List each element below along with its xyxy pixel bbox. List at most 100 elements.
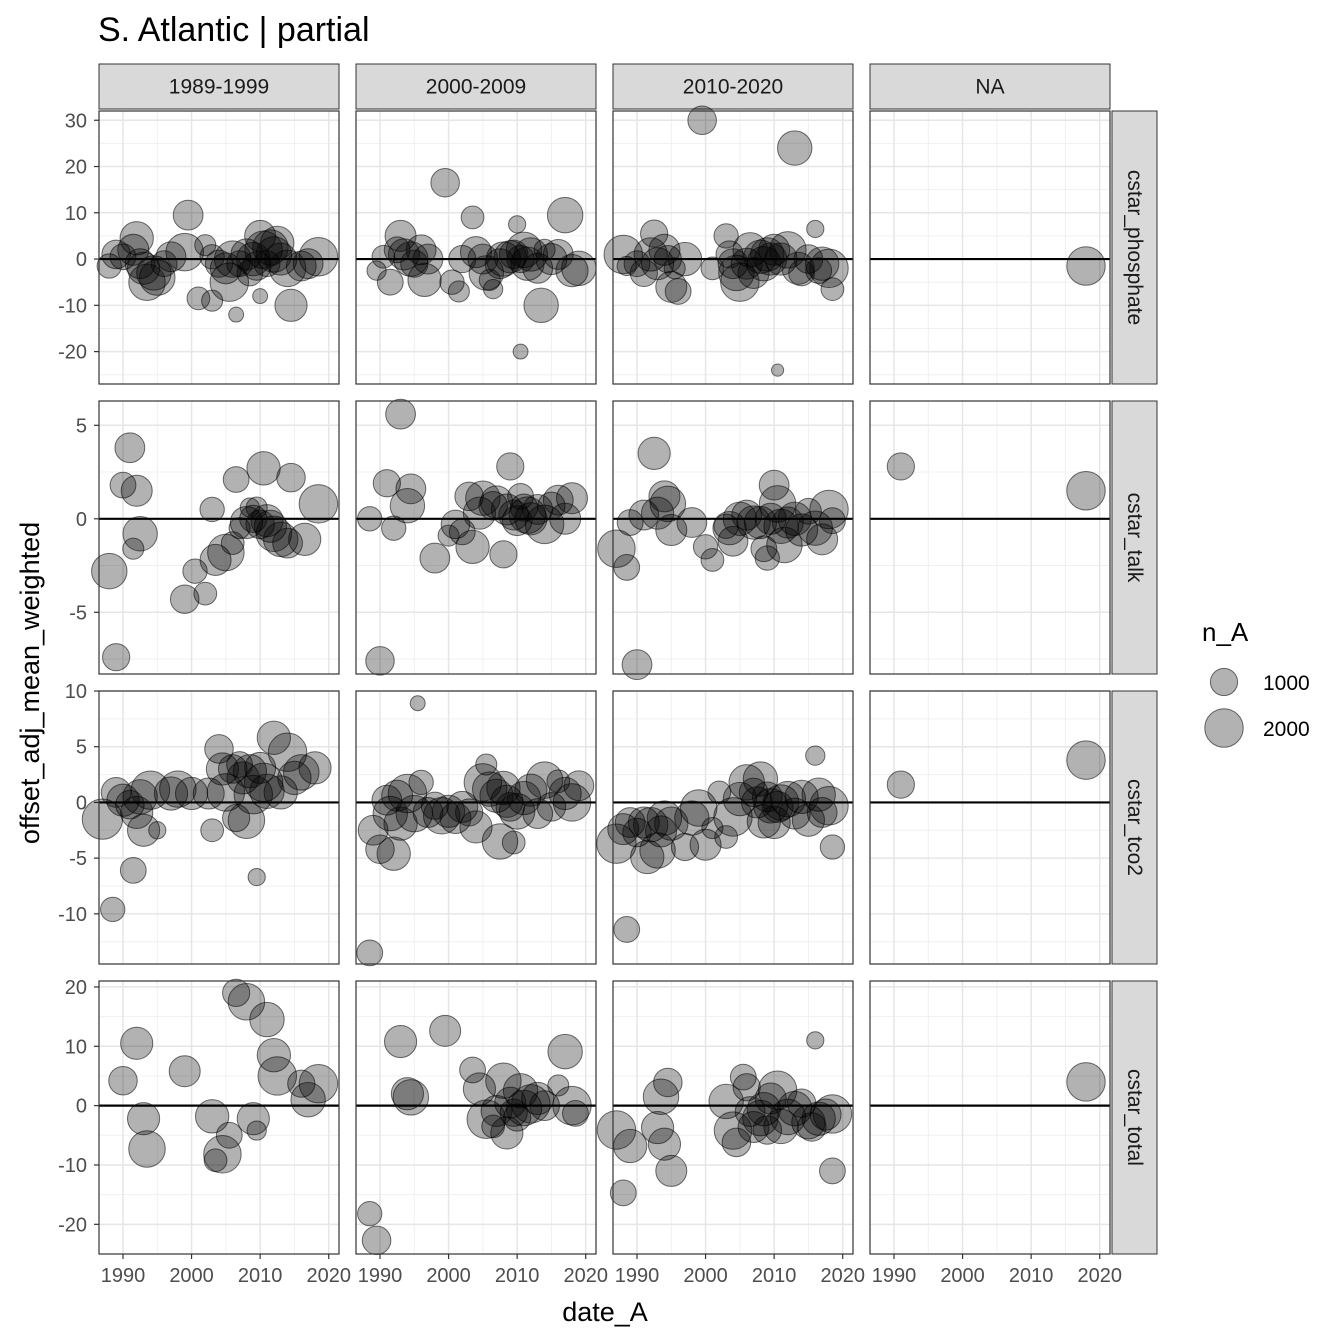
data-point — [806, 523, 839, 556]
data-point — [412, 243, 444, 275]
data-point — [628, 499, 660, 531]
data-point — [561, 250, 597, 287]
panel-background — [613, 401, 853, 674]
y-tick-label: 20 — [65, 977, 87, 999]
data-point — [365, 646, 395, 676]
data-point — [552, 783, 592, 822]
column-strip — [355, 63, 597, 110]
data-point — [409, 695, 426, 712]
data-point — [390, 1077, 425, 1111]
data-point — [250, 504, 284, 538]
panel-border — [355, 980, 597, 1255]
panel-background — [99, 981, 339, 1254]
data-point — [1066, 246, 1106, 286]
data-point — [809, 1098, 842, 1131]
data-point — [1066, 740, 1106, 780]
data-point — [467, 243, 499, 275]
data-point — [122, 537, 145, 560]
data-point — [612, 1128, 648, 1164]
data-point — [288, 522, 322, 556]
column-strip — [869, 63, 1111, 110]
panel-background — [99, 401, 339, 674]
data-point — [440, 509, 471, 540]
y-tick-label: 10 — [65, 203, 87, 225]
data-point — [498, 499, 530, 531]
panel-border — [98, 110, 340, 385]
data-point — [736, 505, 771, 540]
x-tick-label: 2010 — [752, 1265, 797, 1287]
data-point — [459, 810, 493, 844]
data-point — [459, 1056, 486, 1084]
data-point — [246, 1120, 267, 1141]
data-point — [128, 263, 166, 301]
data-point — [264, 242, 298, 276]
data-point — [429, 1014, 462, 1047]
data-point — [454, 481, 484, 512]
data-point — [153, 776, 189, 811]
data-point — [126, 1102, 161, 1136]
data-point — [804, 246, 840, 281]
panel-border — [869, 690, 1111, 965]
data-point — [252, 288, 269, 305]
data-point — [644, 815, 678, 848]
data-point — [886, 452, 915, 481]
data-point — [713, 223, 739, 249]
data-point — [647, 1127, 682, 1161]
data-point — [542, 484, 574, 516]
data-point — [372, 795, 408, 832]
x-tick-label: 2000 — [940, 1265, 985, 1287]
data-point — [478, 490, 508, 521]
data-point — [490, 1116, 524, 1150]
data-point — [203, 1135, 242, 1174]
legend-title: n_A — [1202, 617, 1249, 647]
data-point — [383, 1024, 418, 1059]
data-point — [494, 1086, 527, 1119]
data-point — [700, 548, 725, 572]
panel-background — [356, 401, 596, 674]
data-point — [356, 939, 384, 967]
data-point — [622, 817, 652, 848]
data-point — [247, 867, 266, 887]
panel-border — [869, 110, 1111, 385]
data-point — [501, 830, 526, 855]
data-point — [630, 839, 665, 875]
data-point — [742, 761, 779, 797]
row-strip-label: cstar_talk — [1123, 493, 1146, 583]
data-point — [522, 798, 554, 829]
data-point — [209, 262, 250, 302]
data-point — [253, 509, 288, 543]
y-tick-label: 20 — [65, 157, 87, 179]
data-point — [276, 462, 306, 493]
data-point — [236, 1102, 270, 1136]
data-point — [407, 262, 442, 298]
panel-background — [870, 981, 1110, 1254]
data-point — [609, 1179, 637, 1207]
data-point — [713, 1111, 753, 1150]
data-point — [513, 237, 549, 272]
panel-grid: 1989-1999 2000-2009 2010-2020 NAcstar_phosp… — [58, 63, 1158, 1287]
data-point — [119, 857, 147, 884]
x-tick-label: 1990 — [358, 1265, 403, 1287]
data-point — [512, 343, 529, 360]
data-point — [447, 280, 470, 303]
y-tick-label: 0 — [76, 792, 87, 814]
data-point — [475, 753, 498, 776]
data-point — [819, 507, 846, 535]
legend-key-background — [1202, 706, 1246, 750]
y-tick-label: -10 — [58, 904, 87, 926]
data-point — [108, 1065, 138, 1096]
y-tick-label: 5 — [76, 415, 87, 437]
data-point — [392, 1079, 430, 1116]
y-tick-label: 0 — [76, 509, 87, 531]
data-point — [126, 813, 161, 847]
data-point — [186, 286, 211, 311]
x-tick-label: 2010 — [495, 1265, 540, 1287]
column-strip-label: 1989-1999 — [169, 76, 269, 99]
data-point — [717, 525, 749, 557]
row-strip — [1111, 400, 1158, 675]
data-point — [529, 1090, 560, 1122]
data-point — [437, 524, 460, 547]
data-point — [809, 786, 849, 826]
x-axis-title: date_A — [562, 1297, 648, 1327]
data-point — [766, 526, 803, 564]
